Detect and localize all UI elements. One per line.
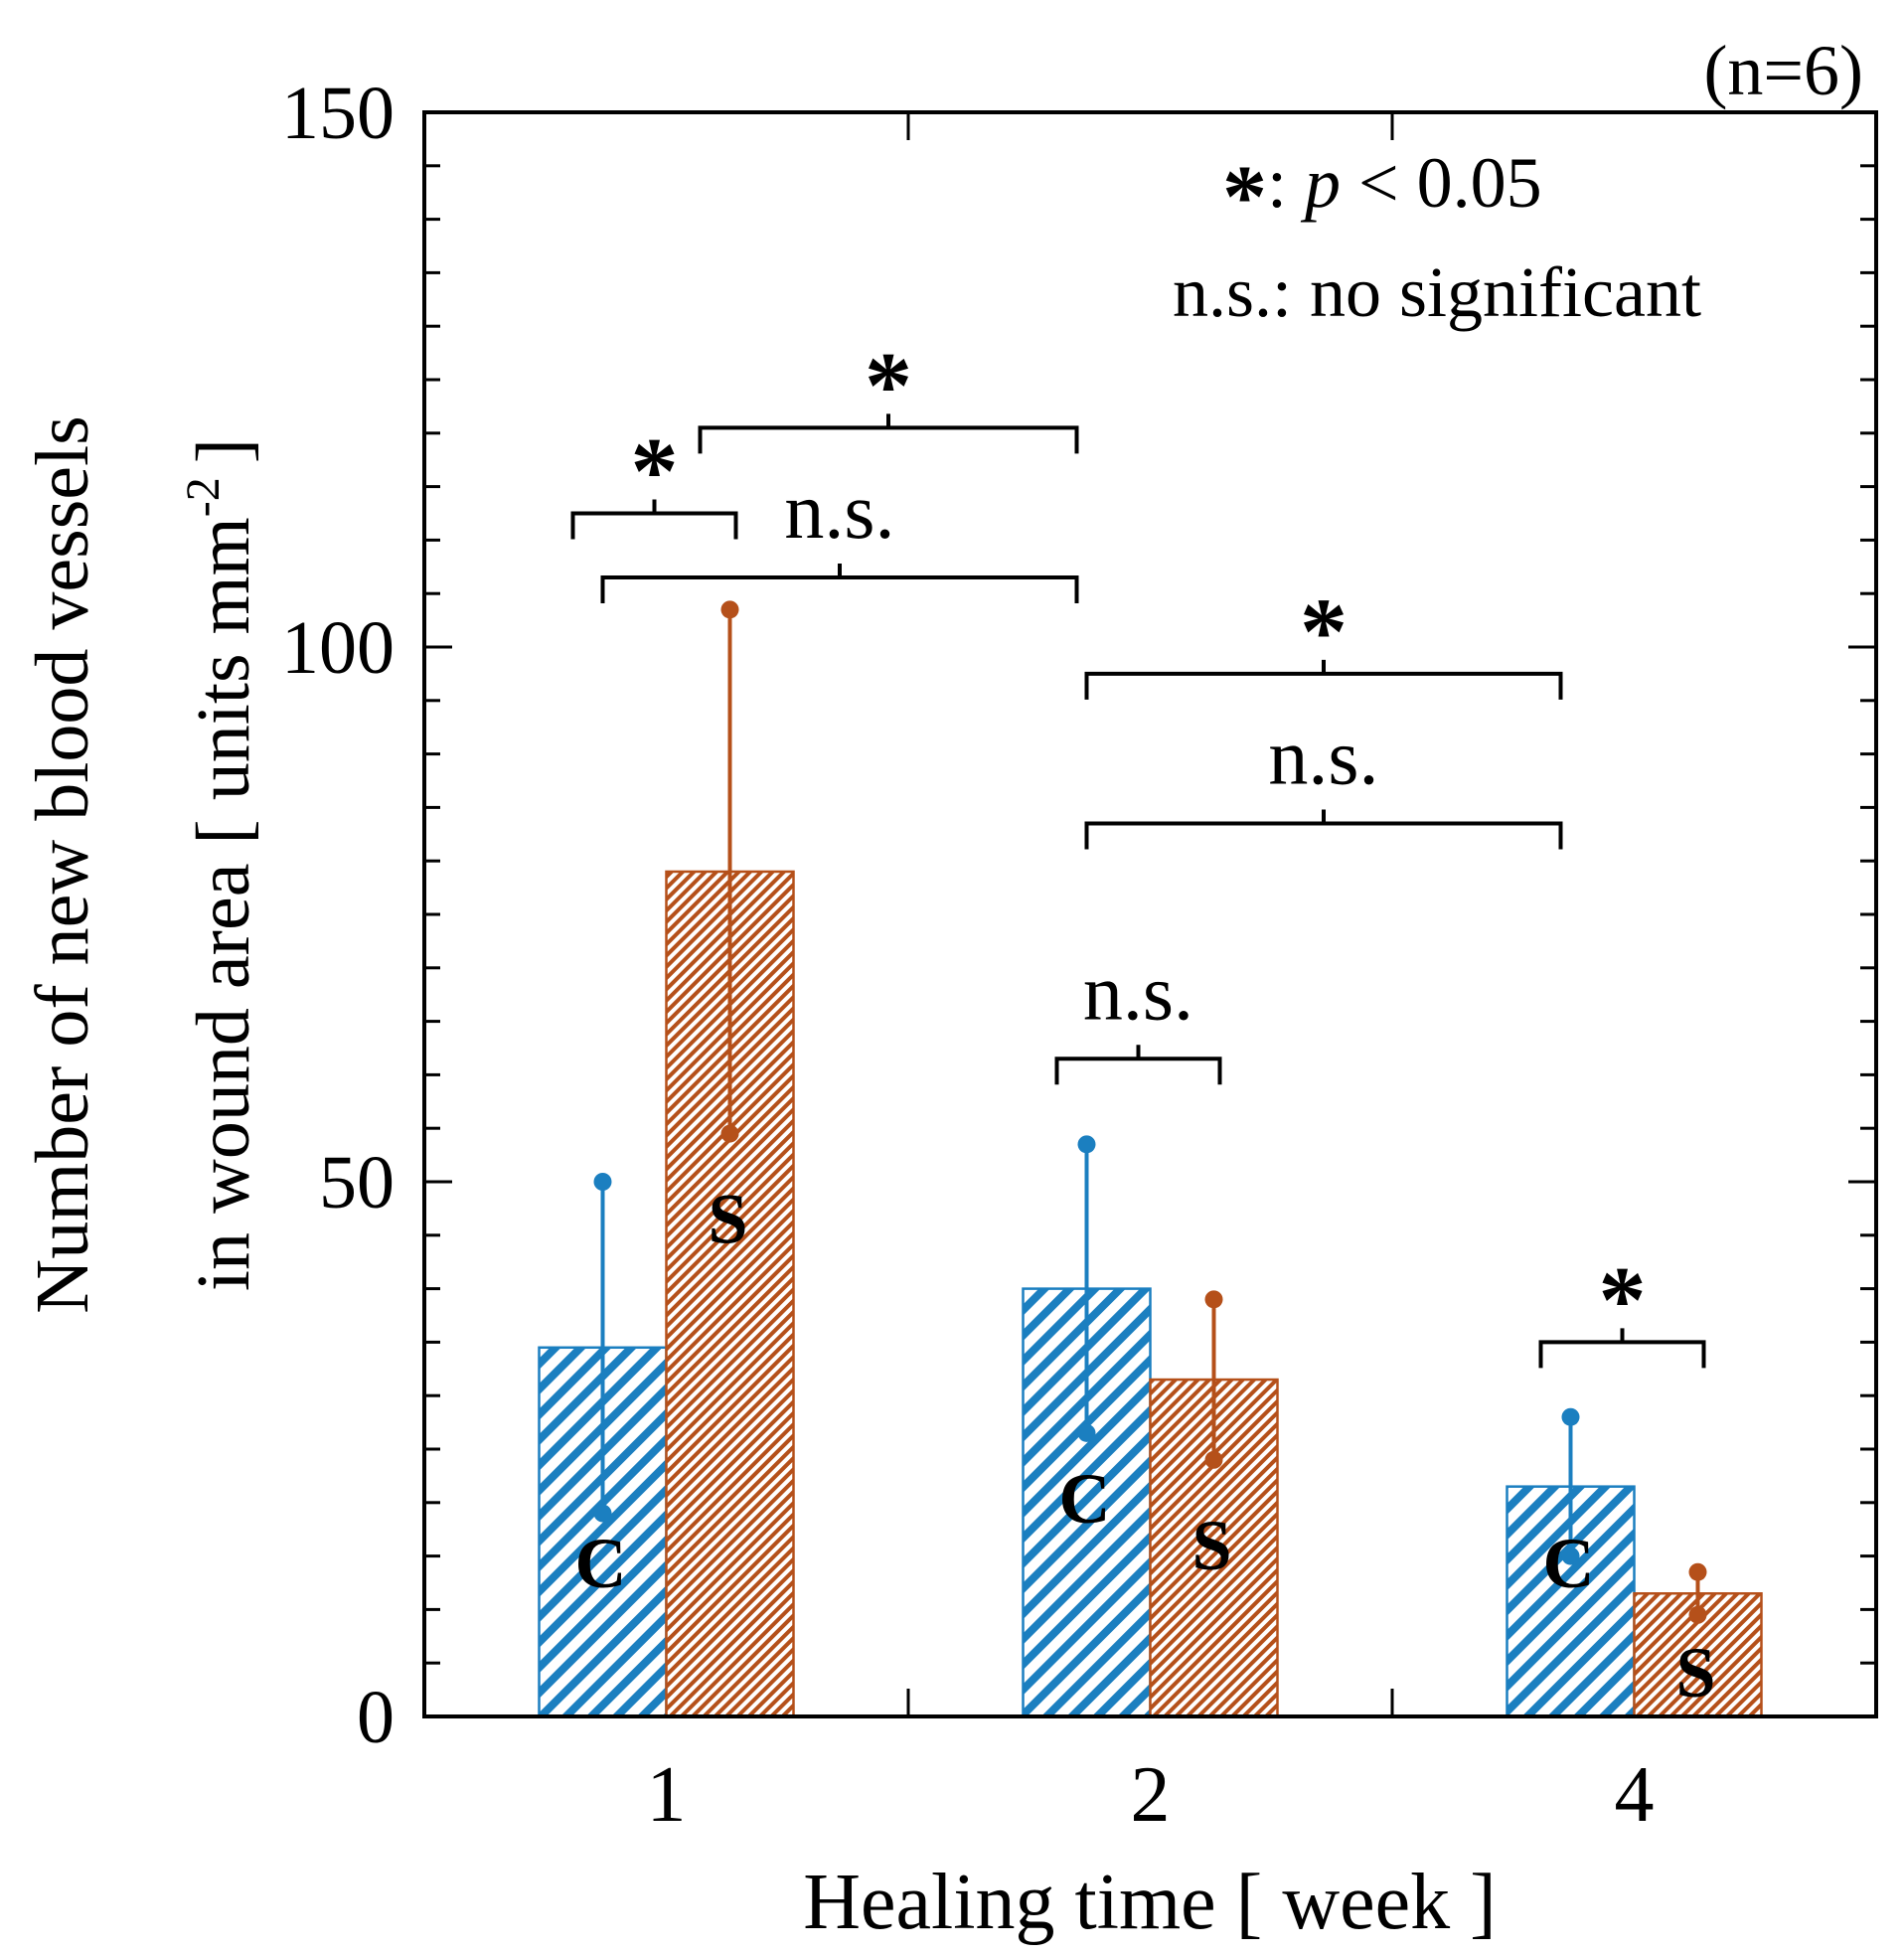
significance-bracket bbox=[570, 499, 738, 540]
significance-label: * bbox=[631, 418, 679, 525]
legend-star-symbol: * bbox=[1222, 148, 1267, 246]
error-cap-bottom bbox=[1204, 1450, 1223, 1469]
bar-letters: C C C S S S bbox=[575, 1180, 1716, 1712]
legend-ns-text: n.s.: no significant bbox=[1173, 252, 1701, 332]
x-tick-label: 2 bbox=[1131, 1751, 1171, 1839]
error-cap-top bbox=[1204, 1290, 1223, 1309]
bar-letter: S bbox=[708, 1180, 747, 1259]
significance-bracket bbox=[698, 413, 1079, 454]
plot-frame bbox=[422, 110, 1878, 1718]
y-tick-label: 50 bbox=[319, 1141, 395, 1224]
x-tick-label: 1 bbox=[647, 1751, 687, 1839]
significance-label: * bbox=[1300, 578, 1348, 685]
significance-bracket bbox=[1054, 1045, 1222, 1085]
significance-bracket bbox=[1538, 1328, 1706, 1369]
bar-letter: S bbox=[1675, 1633, 1715, 1712]
y-axis-label-line2-main: in wound area [ units mm bbox=[182, 517, 265, 1291]
y-axis-label-line1: Number of new blood vessels bbox=[21, 415, 104, 1313]
significance-bracket bbox=[1084, 809, 1563, 850]
y-axis-label-superscript: -2 bbox=[177, 477, 230, 517]
significance-brackets: * * n.s. * n.s. n.s. * bbox=[570, 332, 1706, 1369]
significance-label: n.s. bbox=[1083, 949, 1193, 1037]
y-axis-label-line2-end: ] bbox=[182, 438, 265, 463]
significance-label: * bbox=[865, 332, 912, 438]
error-cap-top bbox=[720, 600, 739, 619]
error-cap-top bbox=[1077, 1135, 1096, 1154]
y-tick-labels: 0 50 100 150 bbox=[281, 72, 395, 1759]
legend-star-line: *: p < 0.05 bbox=[1222, 143, 1542, 246]
x-tick-labels: 1 2 4 bbox=[647, 1751, 1655, 1839]
x-tick-label: 4 bbox=[1615, 1751, 1655, 1839]
y-tick-label: 0 bbox=[357, 1676, 395, 1759]
y-tick-label: 100 bbox=[281, 606, 395, 690]
error-cap-bottom bbox=[720, 1124, 739, 1143]
error-cap-bottom bbox=[1688, 1605, 1707, 1624]
error-cap-bottom bbox=[1077, 1423, 1096, 1442]
significance-label: * bbox=[1599, 1246, 1647, 1353]
bar-letter: C bbox=[1543, 1524, 1595, 1603]
bar-letter: C bbox=[1059, 1459, 1111, 1539]
legend-star-text: : bbox=[1267, 143, 1305, 223]
significance-label: n.s. bbox=[784, 468, 894, 556]
legend-p-text: < 0.05 bbox=[1341, 143, 1542, 223]
error-cap-top bbox=[1561, 1407, 1580, 1426]
error-bars bbox=[593, 600, 1707, 1624]
error-cap-bottom bbox=[1561, 1547, 1580, 1565]
bar-letter: C bbox=[575, 1524, 627, 1603]
significance-legend: *: p < 0.05 n.s.: no significant bbox=[1173, 143, 1701, 332]
error-cap-bottom bbox=[593, 1504, 612, 1523]
x-axis-label: Healing time [ week ] bbox=[803, 1859, 1497, 1946]
sample-size-label: (n=6) bbox=[1703, 31, 1863, 110]
bar-letter: S bbox=[1191, 1506, 1231, 1585]
y-tick-label: 150 bbox=[281, 72, 395, 155]
significance-bracket bbox=[600, 564, 1079, 604]
error-cap-top bbox=[1688, 1562, 1707, 1581]
legend-p-symbol: p bbox=[1300, 143, 1341, 223]
y-axis-label-line2: in wound area [ units mm-2] bbox=[177, 438, 265, 1291]
significance-label: n.s. bbox=[1268, 715, 1378, 802]
error-cap-top bbox=[593, 1173, 612, 1191]
significance-bracket bbox=[1084, 659, 1563, 700]
